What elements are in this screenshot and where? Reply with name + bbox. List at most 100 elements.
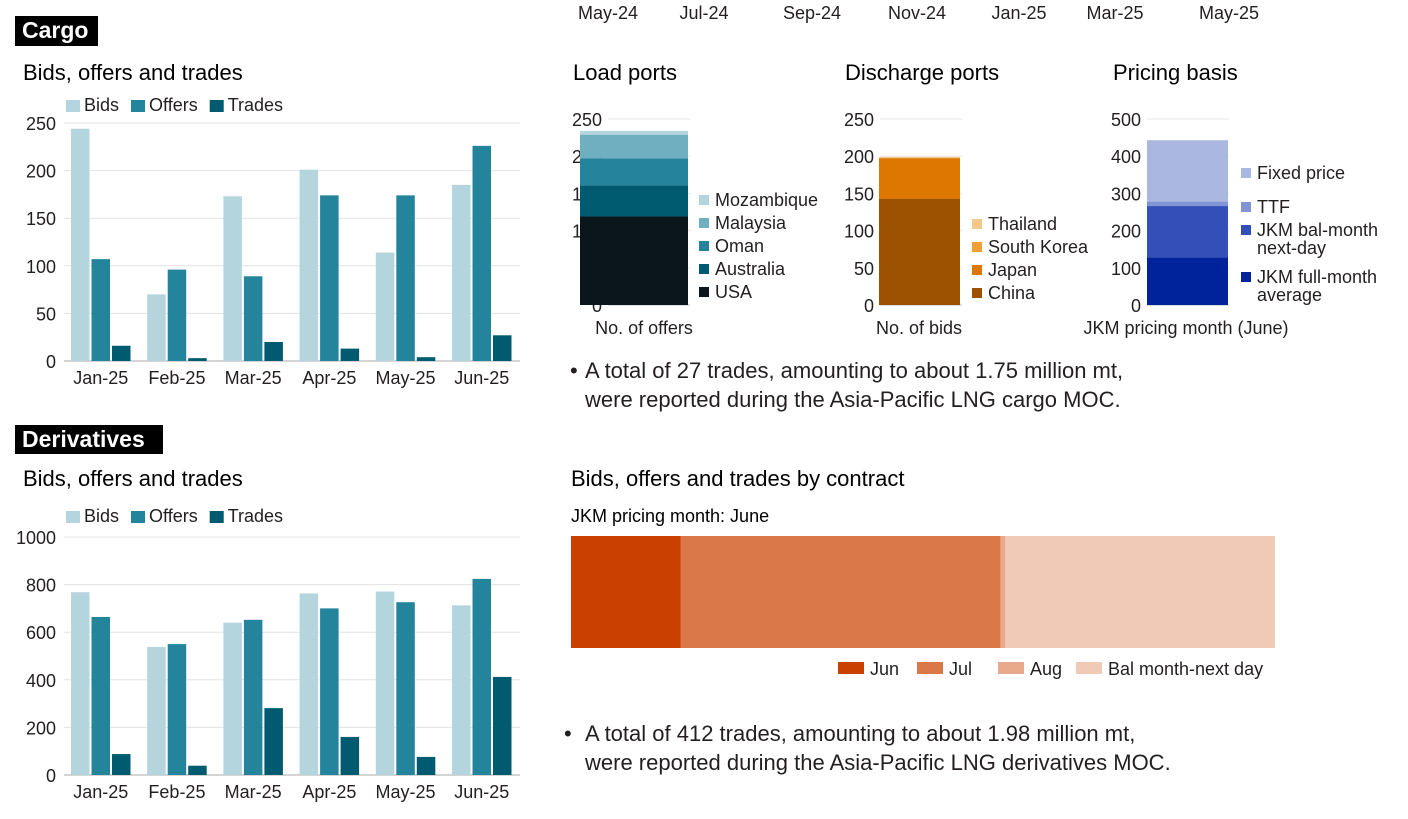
x-tick-label: Apr-25 — [302, 782, 356, 802]
stack-segment — [1147, 140, 1228, 202]
legend-label: China — [988, 283, 1036, 303]
legend-swatch — [699, 287, 709, 297]
bar-bids — [299, 169, 319, 361]
legend-swatch — [66, 100, 80, 112]
bar-offers — [320, 195, 339, 361]
derivatives-bids-offers-trades-chart: 0 200 400 600 800 1000 Jan-25 Feb-25 Mar-25 Apr-2… — [16, 506, 520, 802]
section-derivatives-title: Derivatives — [22, 426, 145, 452]
y-tick-label: 200 — [26, 718, 56, 738]
y-tick-label: 0 — [864, 296, 874, 316]
legend-swatch — [917, 662, 943, 674]
x-tick-label: Feb-25 — [148, 782, 205, 802]
y-tick-label: 250 — [572, 110, 602, 130]
legend-label: Mozambique — [715, 190, 818, 210]
stack-segment — [1000, 536, 1006, 648]
legend-label: Offers — [149, 95, 198, 115]
legend-label: Jun — [870, 659, 899, 679]
x-tick-label: Jan-25 — [73, 368, 128, 388]
top-axis-label: Jan-25 — [991, 3, 1046, 23]
stack-segment — [571, 536, 681, 648]
top-axis-label: Mar-25 — [1086, 3, 1143, 23]
legend-label: Bal month-next day — [1108, 659, 1263, 679]
y-tick-label: 400 — [26, 671, 56, 691]
legend-swatch — [699, 241, 709, 251]
bar-trades — [493, 676, 512, 775]
cargo-note-bullet: • — [570, 358, 578, 383]
y-tick-label: 0 — [1131, 296, 1141, 316]
legend-swatch — [1241, 202, 1251, 212]
bar-bids — [147, 294, 166, 361]
legend-label: Bids — [84, 506, 119, 526]
y-tick-label: 250 — [844, 110, 874, 130]
section-cargo-bg — [15, 16, 98, 46]
legend-label: Trades — [228, 506, 283, 526]
y-tick-label: 100 — [1111, 259, 1141, 279]
top-axis-labels: May-24 Jul-24 Sep-24 Nov-24 Jan-25 Mar-2… — [578, 3, 1259, 23]
stack-segment — [1147, 206, 1228, 258]
bar-trades — [264, 341, 283, 361]
pricing-basis-title: Pricing basis — [1113, 60, 1238, 85]
deriv-bot-title: Bids, offers and trades — [23, 466, 243, 491]
bar-offers — [243, 276, 263, 361]
by-contract-subtitle: JKM pricing month: June — [571, 506, 769, 526]
x-tick-label: Jun-25 — [454, 368, 509, 388]
stack-segment — [879, 198, 960, 305]
legend-label: USA — [715, 282, 752, 302]
legend-label: Aug — [1030, 659, 1062, 679]
bar-bids — [71, 128, 90, 361]
stack-segment — [580, 158, 688, 186]
legend-label: Malaysia — [715, 213, 787, 233]
by-contract-chart: Jun Jul Aug Bal month-next day — [571, 536, 1275, 679]
stack-segment — [580, 130, 688, 135]
legend-swatch — [66, 511, 80, 523]
derivatives-note-bullet: • — [564, 721, 572, 746]
stack-segment — [580, 185, 688, 217]
stack-segment — [879, 158, 960, 199]
y-tick-label: 800 — [26, 576, 56, 596]
bar-trades — [493, 335, 512, 361]
legend-swatch — [1241, 272, 1251, 282]
y-tick-label: 400 — [1111, 147, 1141, 167]
bar-trades — [416, 357, 436, 361]
load-ports-title: Load ports — [573, 60, 677, 85]
stack-segment — [680, 536, 1001, 648]
x-tick-label: Apr-25 — [302, 368, 356, 388]
bar-offers — [472, 578, 491, 775]
stack-segment — [580, 216, 688, 305]
y-tick-label: 150 — [844, 184, 874, 204]
legend-swatch — [699, 264, 709, 274]
bar-offers — [91, 259, 110, 361]
section-cargo-title: Cargo — [22, 17, 88, 43]
y-tick-label: 0 — [592, 296, 602, 316]
x-tick-label: Feb-25 — [148, 368, 205, 388]
y-tick-label: 100 — [26, 257, 56, 277]
y-tick-label: 200 — [26, 162, 56, 182]
legend-swatch — [699, 218, 709, 228]
legend-swatch — [209, 100, 224, 112]
x-tick-label: May-25 — [376, 782, 436, 802]
legend-label: JKM bal-month — [1257, 220, 1378, 240]
y-tick-label: 250 — [26, 114, 56, 134]
by-contract-title: Bids, offers and trades by contract — [571, 466, 904, 491]
legend-swatch — [998, 662, 1024, 674]
bar-bids — [223, 196, 242, 361]
y-tick-label: 300 — [1111, 184, 1141, 204]
cargo-note-line: were reported during the Asia-Pacific LN… — [584, 387, 1121, 412]
legend-swatch — [972, 242, 982, 252]
bar-offers — [167, 269, 187, 361]
bar-bids — [452, 605, 471, 775]
stack-segment — [879, 156, 960, 158]
top-axis-label: Nov-24 — [888, 3, 946, 23]
cargo-bids-offers-trades-chart: 0 50 100 150 200 250 Jan-25 Feb-25 Mar-25 Apr-25 M… — [26, 95, 520, 388]
x-axis-label: No. of offers — [595, 318, 693, 338]
bar-offers — [167, 644, 187, 775]
y-tick-label: 50 — [854, 259, 874, 279]
bar-offers — [243, 619, 263, 775]
stack-segment — [580, 134, 688, 159]
legend-label: Jul — [949, 659, 972, 679]
bar-offers — [91, 616, 110, 775]
stack-segment — [1147, 201, 1228, 207]
x-tick-label: May-25 — [376, 368, 436, 388]
bar-trades — [264, 708, 283, 775]
